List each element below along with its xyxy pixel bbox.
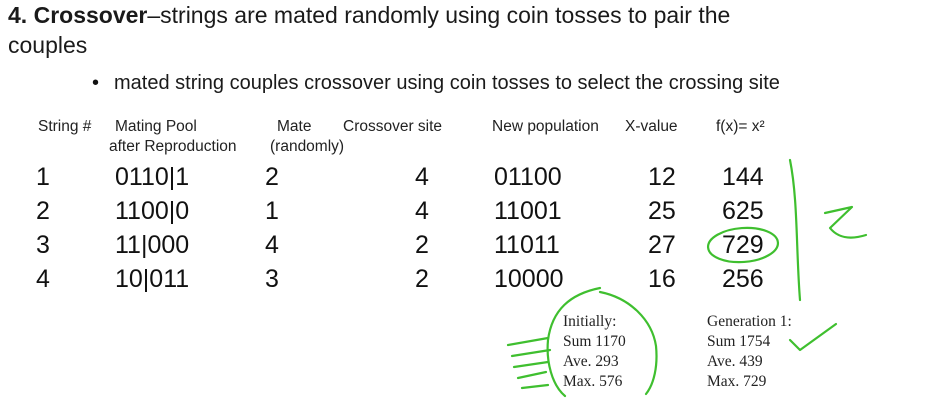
cell-site: 4 <box>415 197 429 225</box>
bracket-line-annotation <box>788 158 802 302</box>
cell-string: 2 <box>36 197 50 225</box>
header-x-value: X-value <box>625 118 678 135</box>
cell-site: 4 <box>415 163 429 191</box>
check-arc-annotation <box>598 290 658 396</box>
stats-generation-title: Generation 1: <box>707 313 792 330</box>
cell-x: 27 <box>648 231 676 259</box>
cell-fx: 729 <box>722 231 764 259</box>
cell-mate: 4 <box>265 231 279 259</box>
cell-new: 11001 <box>494 197 562 225</box>
cell-string: 4 <box>36 265 50 293</box>
header-mate: Mate <box>277 118 312 135</box>
cell-fx: 256 <box>722 265 764 293</box>
stats-initially-max: Max. 576 <box>563 373 623 390</box>
cell-fx: 144 <box>722 163 764 191</box>
cell-x: 16 <box>648 265 676 293</box>
cell-new: 01100 <box>494 163 562 191</box>
brush-marks-annotation <box>506 336 552 390</box>
header-new-population: New population <box>492 118 599 135</box>
cell-mate: 3 <box>265 265 279 293</box>
header-string: String # <box>38 118 92 135</box>
cell-new: 11011 <box>494 231 560 259</box>
slide-heading: 4. Crossover–strings are mated randomly … <box>8 0 730 30</box>
cell-site: 2 <box>415 265 429 293</box>
cell-fx: 625 <box>722 197 764 225</box>
stats-generation-max: Max. 729 <box>707 373 767 390</box>
heading-text-line1: –strings are mated randomly using coin t… <box>147 2 731 28</box>
cell-pool: 0110|1 <box>115 163 190 191</box>
stats-initially-sum: Sum 1170 <box>563 333 626 350</box>
bracket-curve-annotation <box>546 286 602 398</box>
checkmark-annotation <box>788 322 838 352</box>
header-crossover-site: Crossover site <box>343 118 443 135</box>
bullet-text: mated string couples crossover using coi… <box>114 72 780 94</box>
header-mating-pool: Mating Pool <box>115 118 197 135</box>
stats-generation-sum: Sum 1754 <box>707 333 771 350</box>
cell-string: 1 <box>36 163 50 191</box>
cell-mate: 1 <box>265 197 279 225</box>
cell-pool: 11|000 <box>115 231 190 259</box>
header-fx: f(x)= x² <box>716 118 765 135</box>
cell-mate: 2 <box>265 163 279 191</box>
stats-initially-ave: Ave. 293 <box>563 353 619 370</box>
cell-x: 12 <box>648 163 676 191</box>
heading-number: 4. <box>8 2 28 28</box>
stats-initially-title: Initially: <box>563 313 617 330</box>
cell-site: 2 <box>415 231 429 259</box>
heading-text-line2: couples <box>8 32 88 58</box>
bullet-dot: • <box>92 72 100 94</box>
cell-pool: 1100|0 <box>115 197 190 225</box>
cell-new: 10000 <box>494 265 564 293</box>
cell-pool: 10|011 <box>115 265 190 293</box>
cell-x: 25 <box>648 197 676 225</box>
header-mate-sub: (randomly) <box>270 138 345 155</box>
heading-bold: Crossover <box>33 2 148 28</box>
cell-string: 3 <box>36 231 50 259</box>
sigma-annotation <box>823 205 868 239</box>
header-mating-pool-sub: after Reproduction <box>109 138 237 155</box>
circle-729-annotation <box>706 226 780 264</box>
stats-generation-ave: Ave. 439 <box>707 353 763 370</box>
